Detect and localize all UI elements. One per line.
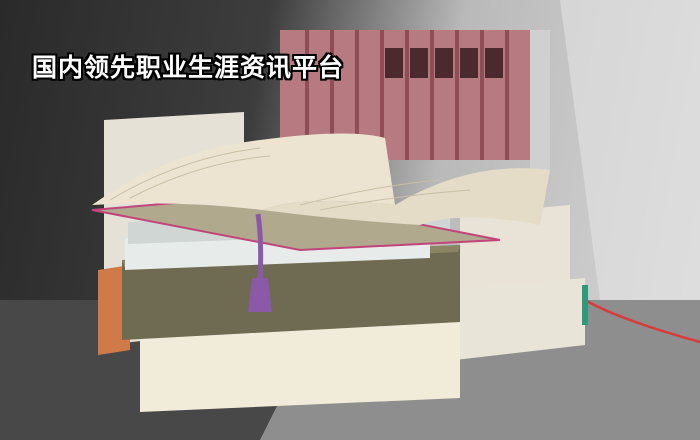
spine-labels [385, 48, 503, 78]
open-book-cover [92, 195, 500, 250]
page-lines [109, 147, 471, 211]
green-bookmark [582, 285, 588, 325]
spine-dividers [305, 30, 509, 160]
spine-end-cap [530, 30, 550, 170]
open-book-left-pages [92, 133, 395, 210]
red-ribbon-bookmark [584, 298, 700, 344]
purple-tassel [248, 278, 272, 312]
banner-headline: 国内领先职业生涯资讯平台 [32, 53, 345, 82]
wall-highlight [560, 0, 700, 300]
purple-tassel-cord [255, 213, 264, 281]
open-book-right-pages [262, 168, 550, 225]
right-book-lower [455, 278, 585, 360]
bottom-cream-book [140, 312, 460, 412]
olive-hardcover-book [122, 245, 460, 340]
